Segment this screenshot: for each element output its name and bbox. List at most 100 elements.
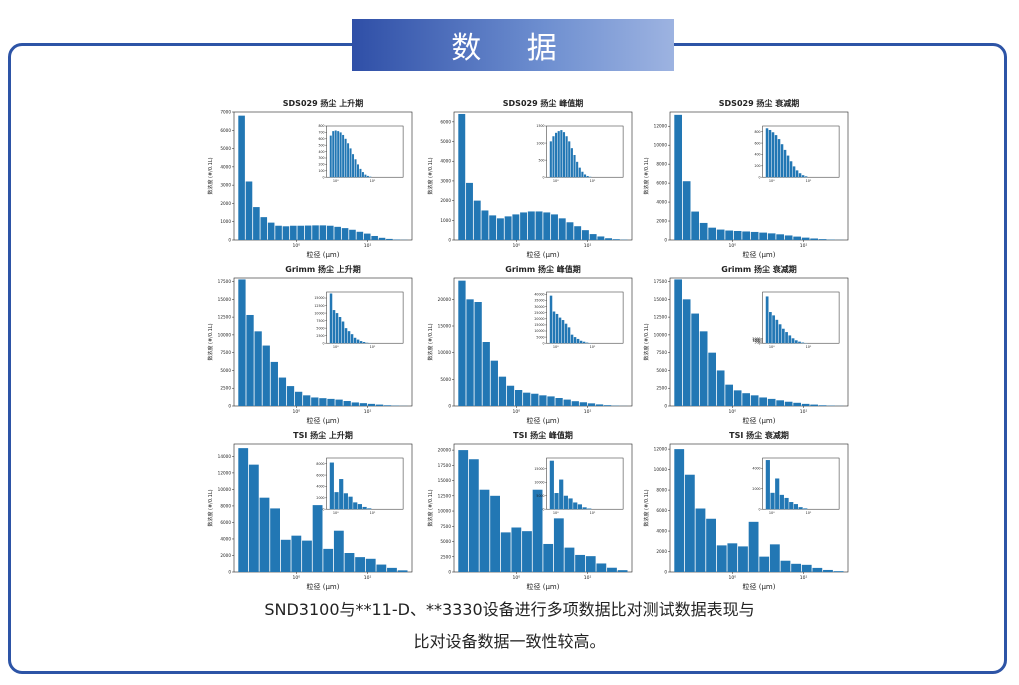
plot-frame — [669, 443, 849, 573]
bar — [684, 474, 695, 572]
bar — [481, 210, 489, 240]
chart-title: SDS029 扬尘 衰减期 — [719, 98, 799, 108]
y-tick-label: 12500 — [218, 315, 232, 320]
inset-bar — [337, 131, 340, 178]
bar — [466, 299, 474, 406]
y-tick-label: 8000 — [656, 488, 667, 493]
bar — [327, 398, 335, 406]
inset-y-tick-label: 7500 — [316, 319, 324, 323]
inset-x-tick-label: 10¹ — [806, 179, 812, 183]
bar — [500, 532, 511, 572]
bar — [742, 393, 750, 406]
inset-bar — [341, 321, 345, 344]
y-axis-label: 数浓度 (#/0.1L) — [207, 489, 214, 526]
x-tick-label: 10¹ — [584, 243, 592, 249]
bar — [776, 400, 784, 406]
chart-svg: TSI 扬尘 峰值期 0 2500 5000 7500 10000 12500 15000 17… — [427, 430, 633, 591]
inset-bar — [793, 504, 799, 510]
inset-x-tick-label: 10¹ — [370, 179, 376, 183]
inset-bar — [342, 134, 345, 178]
chart-title: SDS029 扬尘 上升期 — [283, 98, 363, 108]
y-tick-label: 4000 — [656, 529, 667, 534]
y-axis-label: 数浓度 (#/0.1L) — [643, 157, 650, 194]
bar — [506, 385, 515, 406]
inset-y-tick-label: 15000 — [314, 296, 324, 300]
inset-y-tick-label: 800 — [318, 124, 324, 128]
bar — [535, 211, 543, 240]
bar — [759, 556, 770, 572]
bar — [280, 539, 291, 572]
bar — [474, 302, 482, 406]
inset-bar — [560, 130, 563, 178]
y-tick-label: 0 — [448, 570, 451, 575]
bar — [523, 392, 531, 406]
bar — [468, 459, 479, 572]
y-tick-label: 1000 — [440, 218, 451, 223]
bar — [733, 230, 742, 240]
inset-bar — [563, 495, 568, 510]
chart-panel: Grimm 扬尘 衰减期 0 2500 5000 7500 10000 12500 15000… — [638, 262, 858, 432]
x-axis-label: 粒径 (μm) — [307, 582, 340, 591]
inset-x-tick-label: 10¹ — [590, 345, 596, 349]
bar — [386, 238, 393, 240]
inset-bar — [555, 313, 559, 344]
chart-title: Grimm 扬尘 峰值期 — [505, 264, 581, 274]
y-tick-label: 1000 — [220, 219, 231, 224]
x-tick-label: 10⁰ — [513, 409, 521, 415]
bar — [564, 547, 575, 572]
inset-x-tick-label: 10¹ — [590, 179, 596, 183]
inset-bar — [562, 132, 566, 178]
y-tick-label: 6000 — [220, 520, 231, 525]
y-axis-label: 数浓度 (#/0.1L) — [427, 323, 434, 360]
bar — [553, 518, 564, 572]
bar — [498, 376, 507, 406]
y-tick-label: 3000 — [440, 178, 451, 183]
bar — [238, 115, 245, 240]
bar — [376, 564, 387, 572]
y-tick-label: 10000 — [438, 350, 452, 355]
inset-bar — [582, 341, 586, 344]
inset-bar — [339, 479, 344, 510]
y-axis-label: 数浓度 (#/0.1L) — [427, 489, 434, 526]
inset-bar — [549, 141, 552, 178]
inset-bar — [557, 131, 560, 178]
y-tick-label: 7500 — [220, 350, 231, 355]
inset-bar — [568, 498, 573, 510]
bar — [356, 231, 364, 240]
inset-y-tick-label: 100 — [318, 169, 324, 173]
inset-bar — [765, 128, 769, 178]
inset-bar — [554, 493, 559, 510]
inset-bar — [332, 310, 336, 344]
bar — [238, 448, 249, 572]
bar — [706, 518, 716, 572]
bar — [270, 508, 280, 572]
y-tick-label: 12000 — [654, 447, 668, 452]
inset-bar — [765, 296, 769, 344]
bar — [801, 564, 812, 572]
inset-bar — [770, 492, 775, 510]
y-tick-label: 17500 — [438, 463, 452, 468]
chart-svg: Grimm 扬尘 上升期 0 2500 5000 7500 10000 12500 15000… — [207, 264, 413, 425]
y-tick-label: 12500 — [654, 315, 668, 320]
inset-bar — [367, 508, 372, 510]
bar — [267, 222, 275, 240]
y-tick-label: 0 — [664, 238, 667, 243]
bar — [246, 314, 254, 406]
inset-y-tick-label: 15000 — [534, 323, 544, 327]
bar — [270, 361, 278, 406]
inset-bar — [801, 175, 805, 178]
inset-x-tick-label: 10⁰ — [333, 345, 339, 349]
chart-panel: TSI 扬尘 峰值期 0 2500 5000 7500 10000 12500 15000 17… — [422, 428, 642, 598]
bar — [473, 200, 481, 240]
inset-y-tick-label: 10000 — [314, 311, 324, 315]
inset-x-tick-label: 10⁰ — [333, 511, 339, 515]
y-tick-label: 15000 — [438, 478, 452, 483]
inset-bar — [555, 132, 558, 178]
x-axis-label: 粒径 (μm) — [743, 416, 776, 425]
x-axis-label: 粒径 (μm) — [527, 416, 560, 425]
inset-y-tick-label: 800 — [754, 130, 760, 134]
inset-y-tick-label: 500 — [754, 340, 760, 344]
bar — [522, 531, 532, 572]
inset-bar — [783, 149, 787, 178]
bar — [708, 227, 716, 240]
